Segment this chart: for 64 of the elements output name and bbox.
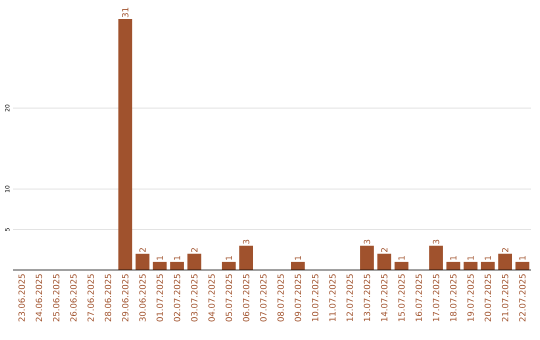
x-tick-label: 05.07.2025: [226, 274, 232, 322]
x-tick-label: 24.06.2025: [36, 274, 42, 322]
x-tick-label: 14.07.2025: [381, 274, 388, 322]
data-label: 3: [242, 240, 250, 244]
bar: [394, 262, 408, 270]
bar: [360, 246, 374, 270]
x-tick-label: 02.07.2025: [174, 274, 180, 322]
bar: [187, 254, 202, 270]
bar: [222, 262, 236, 270]
x-tick-label: 12.07.2025: [346, 274, 353, 322]
x-tick-label: 11.07.2025: [329, 274, 336, 322]
x-tick-label: 03.07.2025: [191, 274, 198, 322]
bar: [429, 246, 443, 270]
x-tick-label: 21.07.2025: [502, 274, 508, 322]
x-tick-label: 22.07.2025: [519, 274, 526, 322]
bar: [377, 254, 392, 270]
x-tick-label: 07.07.2025: [260, 274, 267, 322]
x-tick-label: 06.07.2025: [242, 274, 250, 322]
x-tick-label: 19.07.2025: [467, 274, 474, 322]
data-label: 3: [364, 240, 370, 244]
data-label: 2: [191, 248, 198, 252]
bar: [446, 262, 460, 270]
data-label: 2: [381, 248, 388, 252]
bar: [136, 254, 150, 270]
x-tick-label: 01.07.2025: [156, 274, 163, 322]
data-label: 1: [519, 256, 526, 260]
x-tick-label: 08.07.2025: [277, 274, 284, 322]
x-tick-label: 09.07.2025: [294, 274, 302, 322]
data-label: 2: [139, 248, 146, 252]
bar: [290, 262, 305, 270]
x-tick-label: 23.06.2025: [18, 274, 25, 322]
data-label: 1: [174, 256, 180, 260]
x-tick-label: 17.07.2025: [432, 274, 440, 322]
bar: [480, 262, 495, 270]
data-label: 1: [484, 256, 491, 260]
x-tick-label: 15.07.2025: [398, 274, 405, 322]
data-label: 1: [156, 256, 163, 260]
data-label: 1: [226, 256, 232, 260]
x-tick-label: 10.07.2025: [312, 274, 318, 322]
x-tick-label: 28.06.2025: [104, 274, 112, 322]
bar: [239, 246, 254, 270]
data-label: 2: [502, 248, 508, 252]
x-tick-label: 13.07.2025: [364, 274, 370, 322]
bar: [152, 262, 167, 270]
x-tick-label: 20.07.2025: [484, 274, 492, 322]
x-tick-label: 25.06.2025: [52, 274, 60, 322]
data-label: 1: [467, 256, 474, 260]
bar: [170, 262, 184, 270]
x-tick-label: 04.07.2025: [208, 274, 215, 322]
bar: [118, 18, 132, 270]
bar: [498, 254, 512, 270]
data-label: 1: [294, 256, 301, 260]
x-tick-label: 27.06.2025: [88, 274, 94, 322]
x-tick-label: 30.06.2025: [139, 274, 146, 322]
data-label: 1: [450, 256, 456, 260]
data-label: 3: [432, 240, 440, 244]
data-label: 31: [122, 8, 128, 18]
x-tick-label: 18.07.2025: [450, 274, 457, 322]
bar: [515, 262, 530, 270]
bar: [464, 262, 478, 270]
data-label: 1: [398, 256, 405, 260]
x-tick-label: 26.06.2025: [70, 274, 77, 322]
x-tick-label: 16.07.2025: [416, 274, 422, 322]
x-tick-label: 29.06.2025: [122, 274, 128, 322]
